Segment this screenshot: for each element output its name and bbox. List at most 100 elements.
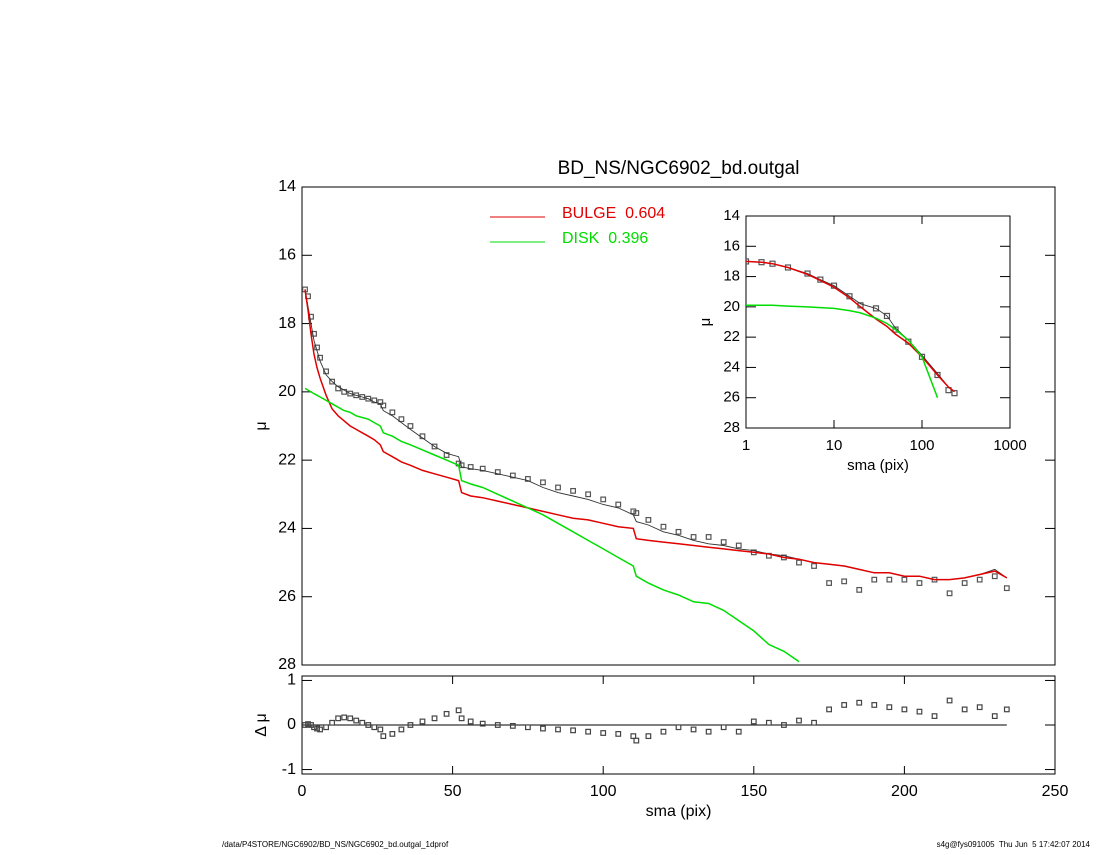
y-tick-label: 22 <box>278 451 296 468</box>
data-point <box>976 704 983 711</box>
footer-stamp: s4g@fys091005 Thu Jun 5 17:42:07 2014 <box>937 840 1091 849</box>
data-point <box>431 443 438 450</box>
data-point <box>645 733 652 740</box>
data-point <box>323 724 329 731</box>
x-tick-label: 100 <box>590 783 617 800</box>
data-point <box>901 576 908 583</box>
data-point <box>841 702 848 708</box>
data-point <box>389 731 396 737</box>
y-tick-label: 16 <box>278 247 296 264</box>
data-point <box>811 719 817 726</box>
data-point <box>407 423 414 429</box>
data-point <box>555 484 561 491</box>
data-point <box>347 715 354 722</box>
data-point <box>359 719 366 726</box>
data-point <box>750 718 757 725</box>
data-point <box>555 726 561 733</box>
data-point <box>720 724 727 731</box>
x-tick-label: 50 <box>444 783 462 800</box>
data-point <box>398 726 405 733</box>
data-point <box>735 542 742 549</box>
data-point <box>458 715 465 722</box>
data-point <box>479 720 486 727</box>
data-point <box>934 371 941 379</box>
y-tick-label: 14 <box>278 178 296 195</box>
data-point <box>600 496 607 503</box>
data-point <box>916 580 923 586</box>
data-point <box>380 733 387 740</box>
data-point <box>494 469 501 475</box>
x-tick-label: 200 <box>891 783 918 800</box>
data-point <box>443 710 450 717</box>
data-point <box>630 733 637 740</box>
data-point <box>311 724 317 731</box>
inset-bg <box>746 216 1010 428</box>
plot-frame <box>745 215 1011 429</box>
data-point <box>467 464 474 470</box>
data-point <box>871 576 878 583</box>
data-point <box>872 305 880 312</box>
data-point <box>524 724 531 731</box>
data-point <box>705 534 712 540</box>
data-point <box>377 726 384 733</box>
x-tick-label: 0 <box>298 783 307 800</box>
data-point <box>479 465 486 472</box>
footer-path: /data/P4STORE/NGC6902/BD_NS/NGC6902_bd.o… <box>222 840 449 849</box>
y-axis-label: μ <box>253 421 270 430</box>
y-tick-label: 18 <box>278 315 296 332</box>
data-point <box>883 312 891 320</box>
data-point <box>961 580 968 586</box>
data-point <box>455 707 462 714</box>
data-point <box>359 394 366 400</box>
data-point <box>615 731 622 737</box>
x-tick-label: 250 <box>1042 783 1069 800</box>
x-tick-label: 150 <box>740 783 767 800</box>
data-point <box>675 724 682 731</box>
chart-title: BD_NS/NGC6902_bd.outgal <box>558 158 800 179</box>
data-point <box>509 472 516 479</box>
data-point <box>570 727 576 734</box>
x-tick-label: 1000 <box>993 437 1026 454</box>
data-point <box>329 719 336 726</box>
data-point <box>826 580 832 586</box>
data-point <box>931 713 938 719</box>
data-point <box>856 586 863 593</box>
plot-area <box>302 697 1010 744</box>
y-tick-label: 24 <box>723 358 740 375</box>
data-point <box>976 576 983 583</box>
y-tick-label: 16 <box>723 237 740 254</box>
data-point <box>570 487 576 494</box>
data-point <box>443 452 450 458</box>
data-point <box>353 717 360 724</box>
y-tick-label: 28 <box>723 419 740 436</box>
data-point <box>585 728 592 735</box>
data-point <box>961 706 968 713</box>
data-point <box>398 416 405 423</box>
y-tick-label: 28 <box>278 656 296 673</box>
data-point <box>600 730 607 736</box>
data-point <box>826 706 832 713</box>
data-point <box>645 516 652 523</box>
data-point <box>305 721 311 728</box>
data-point <box>347 390 354 397</box>
data-point <box>946 590 953 597</box>
data-point <box>796 717 802 724</box>
data-point <box>705 728 712 735</box>
y-tick-label: 1 <box>287 672 296 689</box>
legend-label: DISK 0.396 <box>562 230 648 247</box>
y-tick-label: 0 <box>287 716 296 733</box>
data-point <box>1003 706 1010 713</box>
y-axis-label: Δ μ <box>253 713 270 736</box>
data-point <box>389 409 396 416</box>
data-point <box>886 576 893 583</box>
plot-area <box>302 286 1010 663</box>
data-point <box>353 392 360 399</box>
x-tick-label: 100 <box>909 437 934 454</box>
data-point <box>811 563 817 569</box>
data-point <box>341 714 348 721</box>
data-point <box>720 539 727 545</box>
plot-area <box>746 258 958 398</box>
data-point <box>615 501 622 508</box>
y-axis-label: μ <box>697 318 714 327</box>
data-point <box>335 715 342 722</box>
